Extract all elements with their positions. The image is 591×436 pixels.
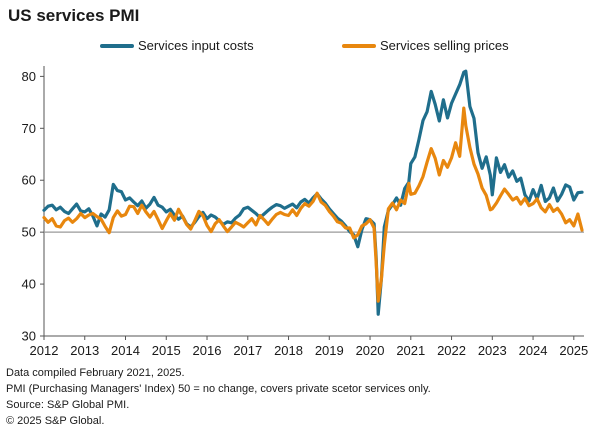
line-chart: 30 40 50 60 70 80 2012 2013 2014 2015 2016 2017 2018… — [22, 66, 588, 358]
x-tick-label: 2025 — [559, 343, 588, 358]
footnote-compiled: Data compiled February 2021, 2025. — [6, 367, 185, 379]
y-tick-label: 40 — [22, 277, 36, 292]
x-tick-label: 2018 — [274, 343, 303, 358]
x-tick-label: 2024 — [519, 343, 548, 358]
y-tick-label: 70 — [22, 121, 36, 136]
y-tick-label: 30 — [22, 329, 36, 344]
chart-title: US services PMI — [8, 6, 140, 25]
chart-legend: Services input costs Services selling pr… — [0, 38, 591, 54]
legend-item-input-costs: Services input costs — [100, 38, 254, 53]
x-tick-label: 2020 — [356, 343, 385, 358]
x-tick-label: 2013 — [70, 343, 99, 358]
footnote-copyright: © 2025 S&P Global. — [6, 415, 105, 427]
y-tick-label: 80 — [22, 69, 36, 84]
x-tick-label: 2012 — [30, 343, 59, 358]
y-tick-label: 60 — [22, 173, 36, 188]
series-lines — [42, 69, 584, 316]
x-tick-label: 2016 — [193, 343, 222, 358]
legend-label-selling-prices: Services selling prices — [380, 38, 509, 53]
footnotes: Data compiled February 2021, 2025. PMI (… — [6, 365, 431, 429]
x-tick-label: 2017 — [233, 343, 262, 358]
series-line-selling-prices — [42, 106, 584, 303]
footnote-source: Source: S&P Global PMI. — [6, 399, 130, 411]
x-tick-label: 2021 — [396, 343, 425, 358]
legend-label-input-costs: Services input costs — [138, 38, 254, 53]
legend-swatch-selling-prices — [342, 43, 376, 48]
x-tick-label: 2014 — [111, 343, 140, 358]
x-tick-label: 2015 — [152, 343, 181, 358]
axes: 30 40 50 60 70 80 2012 2013 2014 2015 2016 2017 2018… — [22, 66, 588, 358]
footnote-definition: PMI (Purchasing Managers' Index) 50 = no… — [6, 383, 431, 395]
legend-item-selling-prices: Services selling prices — [342, 38, 509, 53]
x-tick-label: 2023 — [478, 343, 507, 358]
y-tick-label: 50 — [22, 225, 36, 240]
legend-swatch-input-costs — [100, 43, 134, 48]
x-tick-label: 2022 — [437, 343, 466, 358]
x-tick-label: 2019 — [315, 343, 344, 358]
